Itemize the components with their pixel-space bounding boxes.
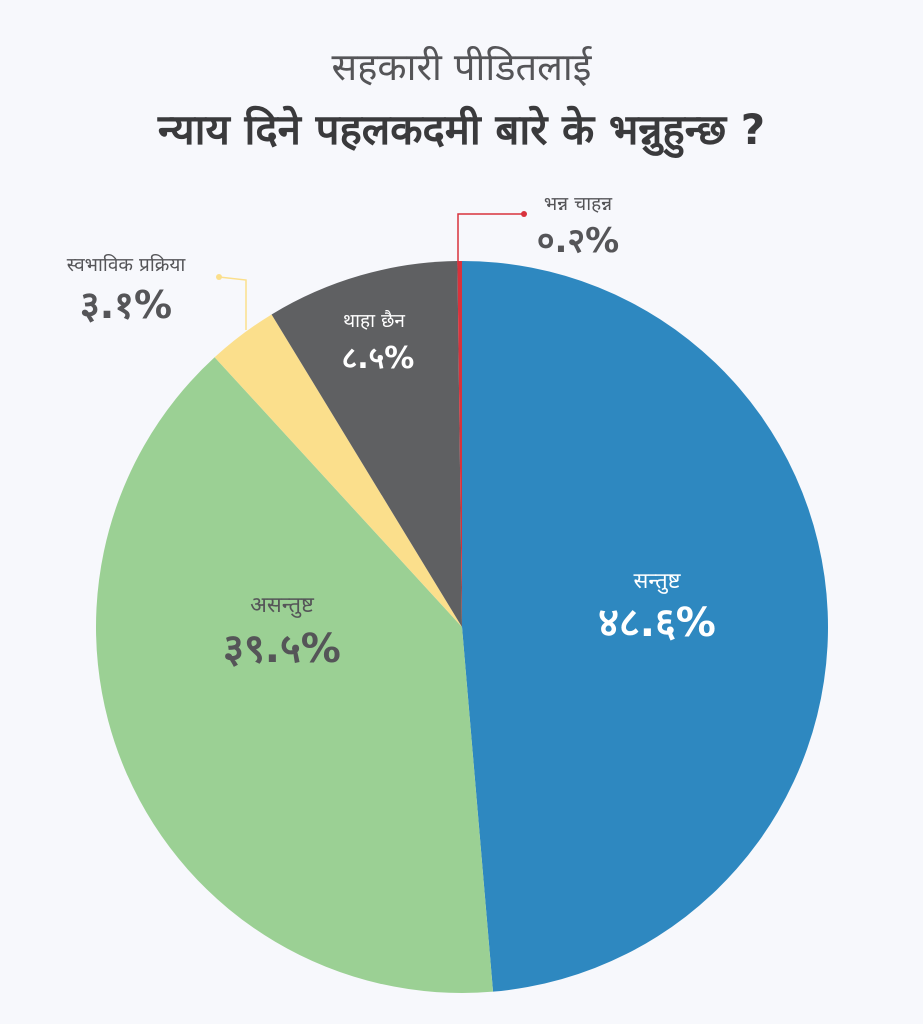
slice-name-label-1: असन्तुष्ट (250, 593, 315, 618)
slice-value-label-2: ३.१% (80, 283, 172, 327)
pie-slice-1 (96, 357, 494, 993)
leader-dot-4 (521, 211, 527, 217)
pie-slices (96, 261, 828, 993)
slice-name-label-0: सन्तुष्ट (633, 569, 681, 594)
slice-name-label-2: स्वभाविक प्रक्रिया (67, 253, 187, 276)
pie-slice-0 (462, 261, 828, 992)
chart-title-line2: न्याय दिने पहलकदमी बारे के भन्नुहुन्छ ? (157, 105, 766, 154)
leader-dot-2 (216, 274, 222, 280)
chart-title-line1: सहकारी पीडितलाई (331, 45, 592, 89)
leader-line-2 (218, 276, 247, 330)
pie-labels: सन्तुष्ट ४८.६% असन्तुष्ट ३९.५% स्वभाविक प्रक… (67, 193, 716, 672)
slice-name-label-4: भन्न चाहन्न (544, 193, 613, 215)
pie-slice-3 (271, 261, 462, 627)
slice-value-label-4: ०.२% (537, 221, 619, 261)
slice-value-label-1: ३९.५% (223, 626, 341, 672)
leader-line-4 (457, 213, 524, 265)
slice-value-label-3: ८.५% (342, 341, 415, 376)
pie-slice-4 (457, 261, 462, 627)
slice-value-label-0: ४८.६% (598, 600, 716, 646)
slice-name-label-3: थाहा छैन (343, 309, 405, 332)
leader-lines (216, 211, 527, 330)
pie-slice-2 (214, 314, 462, 627)
